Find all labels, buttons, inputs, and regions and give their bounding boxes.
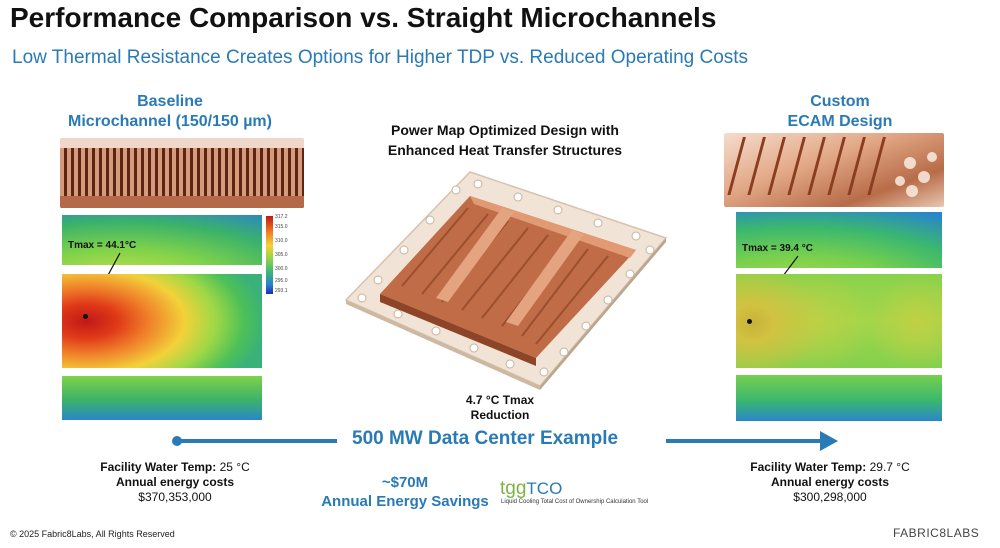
ecam-fins-drawing [727, 137, 937, 197]
brand-logo: FABRIC8LABS [893, 526, 980, 540]
page-title: Performance Comparison vs. Straight Micr… [10, 2, 717, 33]
ecam-energy-label: Annual energy costs [770, 475, 890, 489]
colorbar-tick: 300.0 [275, 266, 288, 272]
baseline-heatmap-top [62, 215, 262, 265]
baseline-heatmap-middle [62, 274, 262, 368]
custom-heading: Custom ECAM Design [760, 92, 920, 132]
tmax-reduction-line1: 4.7 °C Tmax [465, 393, 535, 407]
baseline-heading-line2: Microchannel (150/150 µm) [68, 113, 272, 130]
page-subtitle: Low Thermal Resistance Creates Options f… [12, 47, 749, 68]
colorbar-tick: 295.0 [275, 278, 288, 284]
tool-caption: Liquid Cooling Total Cost of Ownership C… [501, 499, 649, 505]
optimized-design-heading: Power Map Optimized Design with Enhanced… [350, 120, 660, 160]
colorbar-tick: 293.1 [275, 288, 288, 294]
ecam-cost-info: Facility Water Temp: 29.7 °C Annual ener… [735, 460, 925, 505]
custom-heading-line2: ECAM Design [787, 113, 893, 130]
colorbar-tick: 315.0 [275, 224, 288, 230]
tco-wordmark: TCO [526, 479, 563, 498]
baseline-hotspot-marker [83, 314, 88, 319]
baseline-tmax-label: Tmax = 44.1°C [68, 240, 137, 251]
cold-plate-render [344, 171, 668, 390]
colorbar-tick: 310.0 [275, 238, 288, 244]
optimized-heading-line2: Enhanced Heat Transfer Structures [387, 142, 623, 158]
baseline-heading: Baseline Microchannel (150/150 µm) [40, 92, 300, 132]
ecam-heatmap-bottom [736, 375, 942, 421]
optimized-heading-line1: Power Map Optimized Design with [391, 122, 619, 138]
baseline-energy-label: Annual energy costs [115, 475, 235, 489]
ecam-tmax-label: Tmax = 39.4 °C [742, 243, 813, 254]
custom-heading-line1: Custom [810, 93, 870, 110]
colorbar-tick: 317.2 [275, 214, 288, 220]
tmax-reduction-line2: Reduction [470, 408, 530, 422]
copyright: © 2025 Fabric8Labs, All Rights Reserved [10, 529, 175, 539]
straight-microchannel-photo [60, 138, 304, 208]
arrow-line-left [177, 439, 337, 443]
arrow-head-icon [820, 431, 838, 451]
colorbar [266, 216, 273, 294]
tmax-reduction: 4.7 °C Tmax Reduction [440, 393, 560, 423]
savings-block: ~$70M Annual Energy Savings [320, 473, 490, 511]
ecam-hotspot-marker [747, 319, 752, 324]
baseline-heading-line1: Baseline [137, 93, 203, 110]
baseline-cost-info: Facility Water Temp: 25 °C Annual energy… [80, 460, 270, 505]
tggtco-logo: tggTCO [500, 478, 562, 500]
straight-fins-drawing [60, 138, 304, 208]
baseline-facility-temp: Facility Water Temp: 25 °C [100, 460, 250, 474]
ecam-facility-temp: Facility Water Temp: 29.7 °C [750, 460, 910, 474]
tgg-wordmark: tgg [500, 478, 527, 499]
savings-label: Annual Energy Savings [321, 493, 489, 510]
savings-amount: ~$70M [381, 474, 429, 491]
colorbar-tick: 305.0 [275, 252, 288, 258]
ecam-heatmap-middle [736, 274, 942, 368]
ecam-heatmap-top [736, 212, 942, 268]
data-center-example-label: 500 MW Data Center Example [352, 428, 619, 449]
baseline-heatmap-bottom [62, 376, 262, 420]
ecam-structure-photo [724, 133, 944, 207]
arrow-line-right [666, 439, 824, 443]
baseline-energy-value: $370,353,000 [138, 490, 212, 504]
ecam-energy-value: $300,298,000 [793, 490, 867, 504]
